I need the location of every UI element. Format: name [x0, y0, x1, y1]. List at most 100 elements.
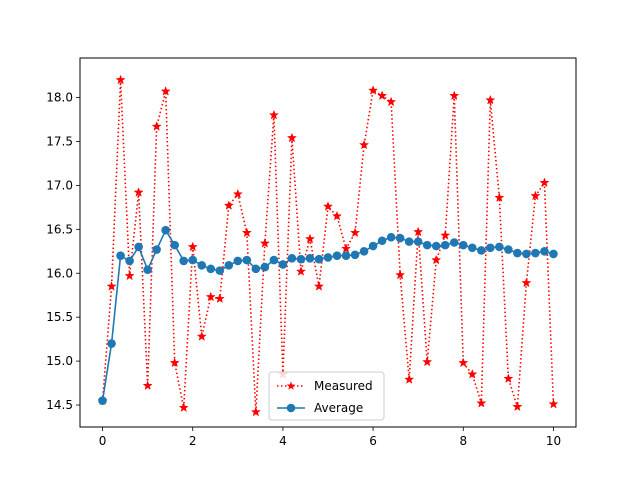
data-point	[440, 230, 451, 240]
data-point	[331, 210, 343, 221]
data-point	[98, 396, 107, 405]
data-point	[251, 264, 261, 274]
data-point	[107, 339, 116, 348]
legend-label: Average	[314, 401, 363, 415]
data-point	[286, 132, 297, 143]
data-point	[242, 255, 252, 265]
series-line	[101, 79, 555, 413]
data-point	[530, 190, 541, 201]
data-point	[197, 261, 207, 270]
data-point	[125, 256, 134, 266]
y-tick-label: 16.5	[46, 222, 73, 236]
data-point	[494, 192, 505, 203]
data-point	[368, 85, 379, 95]
data-point	[161, 225, 170, 235]
series-average	[98, 225, 558, 405]
data-point	[151, 121, 162, 131]
data-point	[531, 248, 540, 258]
x-tick-label: 2	[189, 434, 197, 448]
data-point	[404, 374, 415, 384]
data-point	[196, 331, 207, 341]
data-point	[413, 237, 423, 246]
data-point	[278, 260, 288, 269]
legend-label: Measured	[314, 379, 373, 393]
data-point	[269, 255, 279, 265]
data-point	[404, 237, 414, 246]
data-point	[540, 246, 549, 256]
data-point	[206, 264, 216, 274]
data-point	[179, 256, 189, 266]
x-tick-label: 10	[546, 434, 561, 448]
data-point	[522, 249, 531, 259]
data-point	[250, 406, 261, 417]
x-tick-label: 6	[369, 434, 377, 448]
data-point	[313, 281, 325, 291]
data-point	[431, 241, 441, 251]
data-point	[395, 269, 406, 280]
x-tick-label: 0	[99, 434, 107, 448]
data-point	[188, 255, 198, 265]
data-point	[268, 109, 279, 120]
y-tick-label: 17.5	[46, 134, 73, 148]
data-point	[422, 356, 433, 367]
data-point	[134, 242, 143, 252]
data-point	[304, 233, 316, 244]
data-point	[548, 398, 559, 409]
data-point	[169, 357, 180, 368]
data-point	[178, 402, 189, 412]
data-point	[458, 240, 468, 250]
legend-marker	[286, 381, 296, 390]
data-point	[187, 241, 198, 252]
data-point	[143, 265, 152, 275]
data-point	[341, 251, 351, 260]
legend: Measured Average	[268, 371, 385, 421]
data-point	[305, 254, 315, 263]
data-point	[513, 248, 522, 258]
data-point	[340, 243, 352, 253]
data-point	[350, 250, 360, 260]
data-point	[241, 227, 252, 238]
data-point	[467, 243, 477, 253]
y-tick-label: 18.0	[46, 91, 73, 105]
data-point	[106, 281, 117, 291]
data-point	[133, 187, 144, 197]
data-point	[512, 401, 523, 412]
legend-entry-measured: Measured	[277, 379, 373, 393]
data-point	[458, 357, 469, 368]
data-point	[260, 262, 270, 272]
data-point	[205, 291, 216, 302]
data-point	[215, 266, 225, 275]
data-point	[395, 233, 405, 243]
data-point	[332, 251, 342, 260]
legend-marker	[286, 403, 296, 413]
y-tick-label: 17.0	[46, 178, 73, 192]
data-point	[259, 238, 270, 248]
data-point	[223, 200, 234, 210]
y-tick-label: 15.5	[46, 310, 73, 324]
data-point	[386, 96, 397, 107]
data-point	[549, 249, 558, 259]
data-point	[467, 368, 478, 379]
data-point	[504, 245, 513, 254]
data-point	[539, 177, 550, 188]
data-point	[449, 238, 459, 247]
data-point	[295, 266, 307, 276]
data-point	[116, 251, 125, 260]
data-point	[322, 201, 334, 211]
data-point	[377, 90, 388, 101]
data-point	[124, 270, 135, 281]
legend-entry-average: Average	[277, 401, 363, 415]
data-point	[503, 373, 514, 383]
data-point	[359, 139, 370, 150]
data-point	[449, 90, 460, 101]
data-point	[296, 254, 306, 264]
data-point	[233, 256, 243, 266]
data-point	[431, 254, 442, 265]
data-point	[368, 241, 378, 251]
x-tick-label: 8	[459, 434, 467, 448]
data-point	[486, 243, 495, 253]
data-point	[142, 380, 153, 391]
data-point	[440, 240, 450, 250]
data-point	[521, 277, 532, 288]
